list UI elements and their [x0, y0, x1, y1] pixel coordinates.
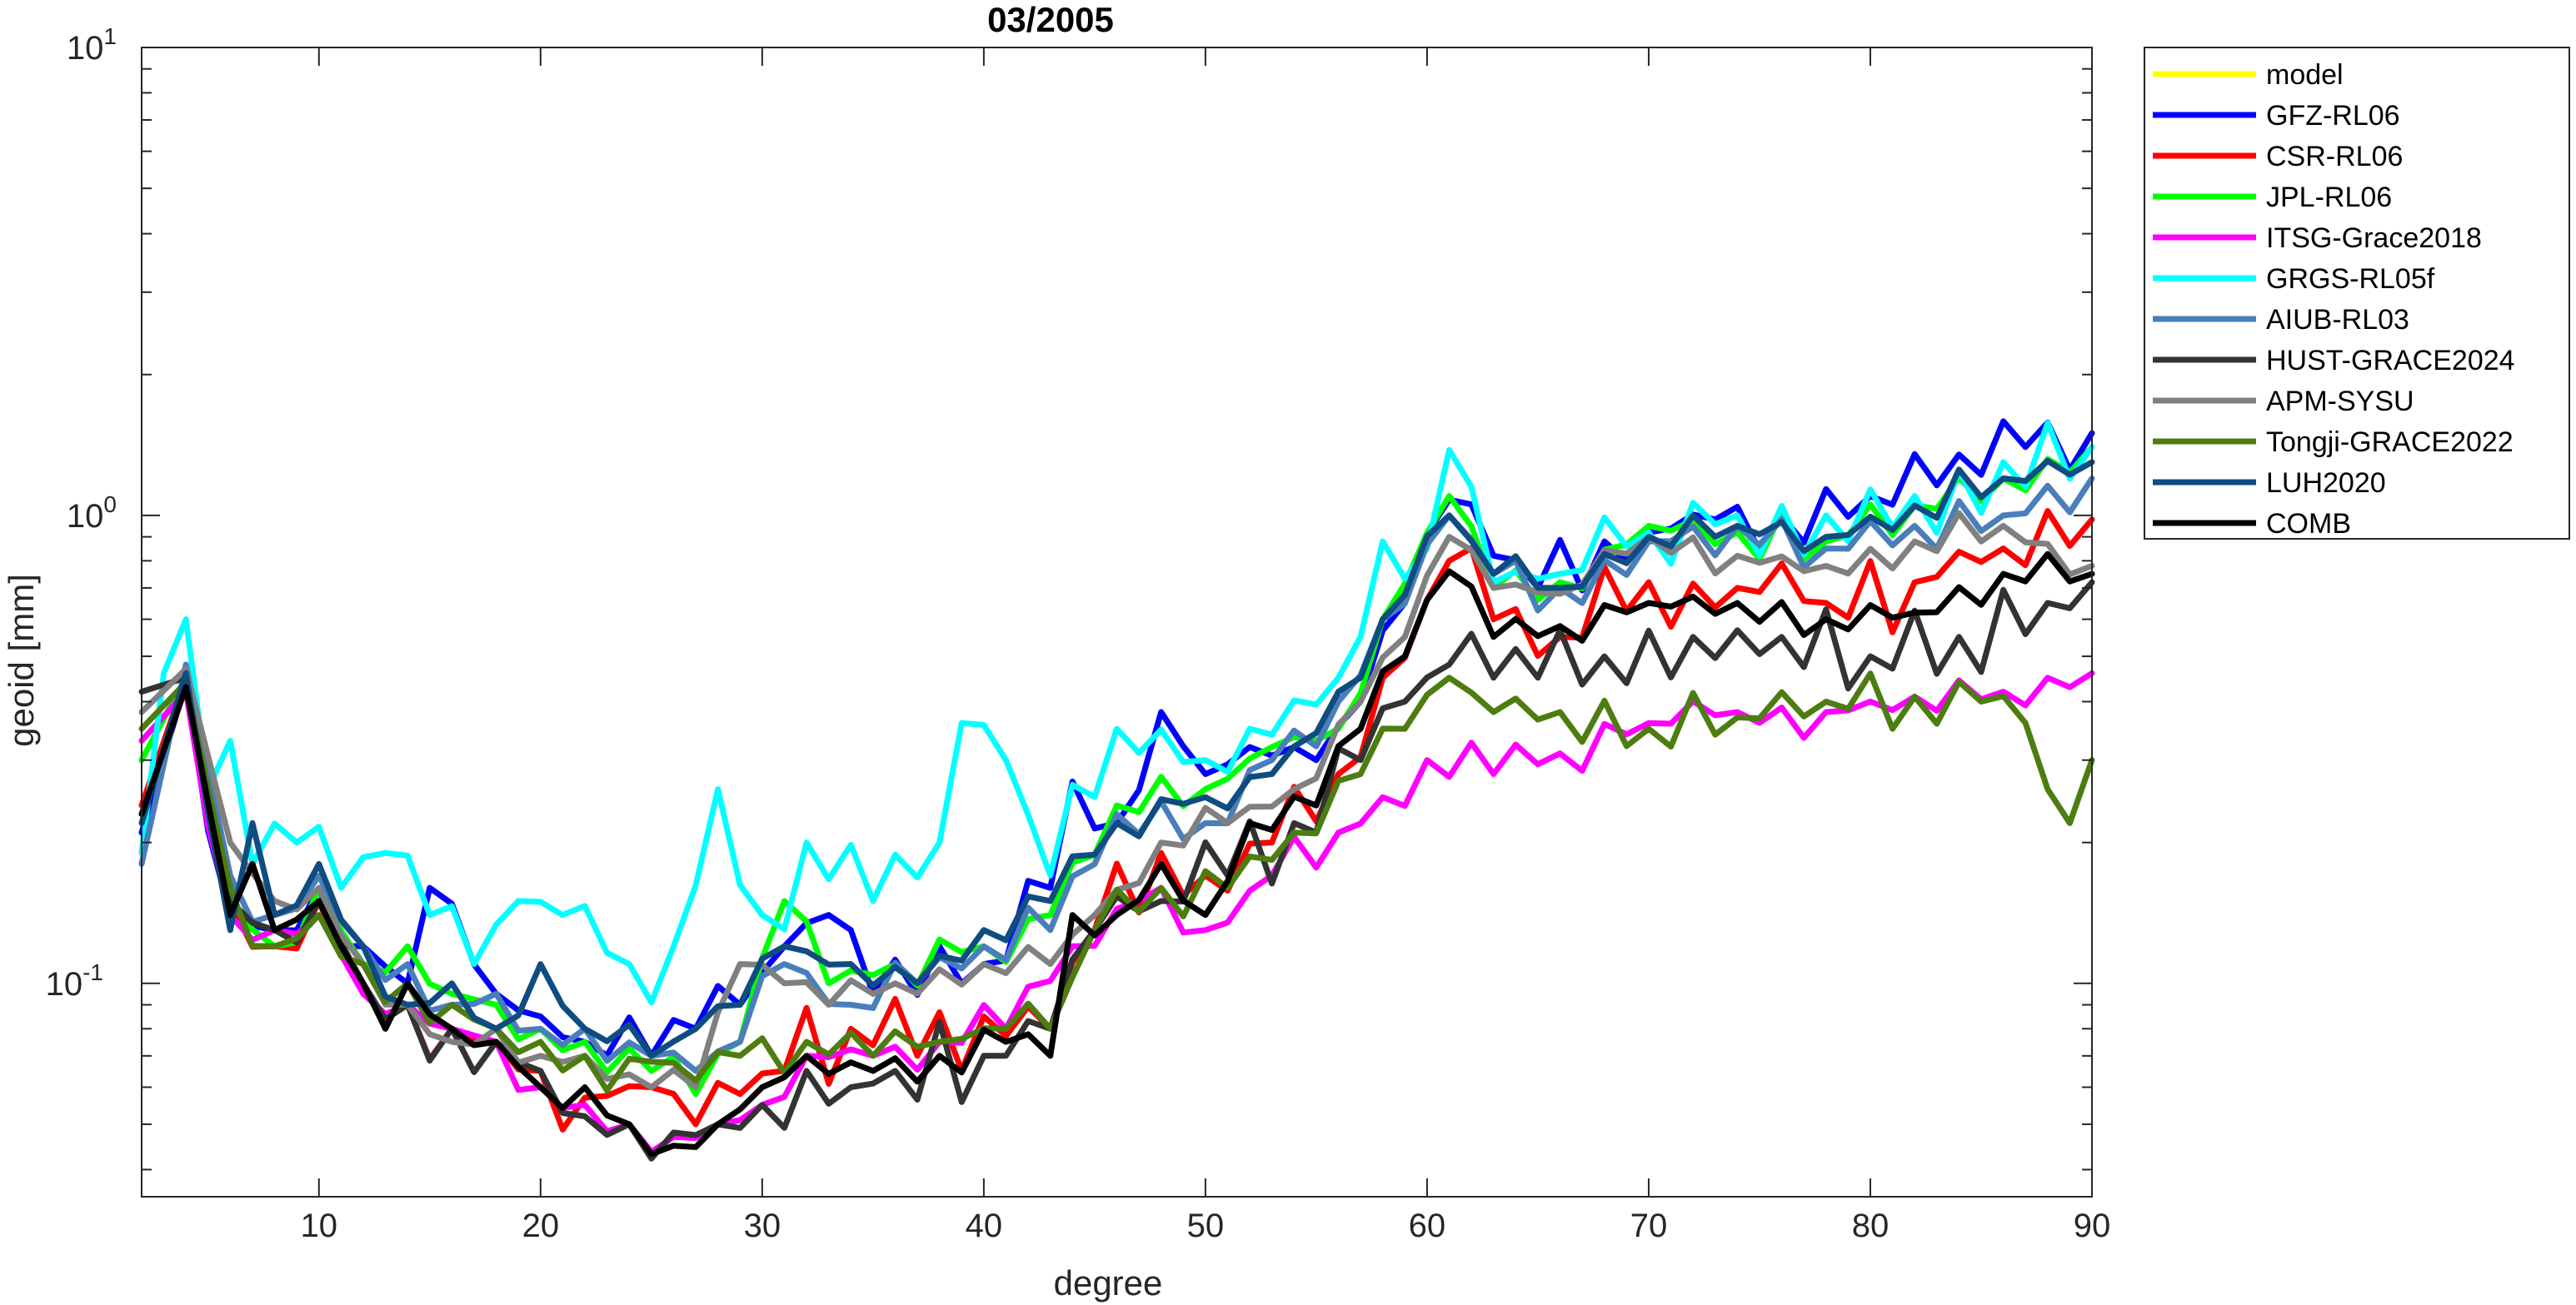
- legend-label: AIUB-RL03: [2266, 304, 2409, 336]
- y-tick-label: 10-1: [46, 959, 103, 1003]
- legend-label: GRGS-RL05f: [2266, 263, 2435, 295]
- legend-label: model: [2266, 59, 2344, 91]
- x-tick-label: 90: [2074, 1208, 2111, 1244]
- legend-label: LUH2020: [2266, 467, 2386, 499]
- x-tick-label: 80: [1852, 1208, 1890, 1244]
- series-line-tongji-grace2022: [138, 670, 2095, 1093]
- y-tick-label: 100: [67, 491, 117, 535]
- series-line-hust-grace2024: [138, 579, 2095, 1162]
- plot-frame: [141, 47, 2093, 1198]
- legend-label: GFZ-RL06: [2266, 100, 2400, 132]
- y-tick-exponent: 1: [103, 23, 117, 49]
- y-tick-exponent: -1: [82, 959, 103, 985]
- x-tick-label: 40: [966, 1208, 1003, 1244]
- x-tick-labels: 10 20 30 40 50 60 70 80 90: [301, 1208, 2111, 1244]
- chart-title: 03/2005: [987, 0, 1114, 39]
- x-tick-label: 60: [1409, 1208, 1446, 1244]
- legend-box: [2144, 47, 2570, 540]
- y-tick-base: 10: [67, 30, 104, 67]
- series-lines: [138, 418, 2095, 1162]
- y-axis-label: geoid [mm]: [2, 574, 41, 747]
- legend-label: Tongji-GRACE2022: [2266, 426, 2514, 458]
- legend-label: COMB: [2266, 508, 2351, 540]
- y-tick-base: 10: [67, 498, 104, 535]
- y-tick-exponent: 0: [103, 491, 117, 517]
- x-tick-label: 30: [744, 1208, 781, 1244]
- series-line-itsg-grace2018: [138, 670, 2095, 1155]
- plot-area: [138, 47, 2095, 1198]
- legend-label: HUST-GRACE2024: [2266, 345, 2515, 376]
- series-line-comb: [138, 550, 2095, 1158]
- x-tick-label: 10: [301, 1208, 338, 1244]
- legend-label: CSR-RL06: [2266, 141, 2403, 172]
- axis-ticks: [142, 47, 2093, 1197]
- legend-label: APM-SYSU: [2266, 386, 2414, 417]
- legend-label: ITSG-Grace2018: [2266, 222, 2482, 254]
- x-axis-label: degree: [1054, 1263, 1163, 1303]
- x-tick-label: 20: [522, 1208, 560, 1244]
- series-line-luh2020: [138, 458, 2095, 1059]
- x-tick-label: 70: [1630, 1208, 1668, 1244]
- x-tick-label: 50: [1187, 1208, 1225, 1244]
- legend: model GFZ-RL06 CSR-RL06 JPL-RL06 ITSG-Grace2…: [2144, 47, 2570, 540]
- y-tick-base: 10: [46, 966, 83, 1003]
- legend-items: model GFZ-RL06 CSR-RL06 JPL-RL06 ITSG-Grace2…: [2153, 59, 2515, 540]
- y-tick-label: 101: [67, 23, 117, 67]
- legend-label: JPL-RL06: [2266, 182, 2392, 213]
